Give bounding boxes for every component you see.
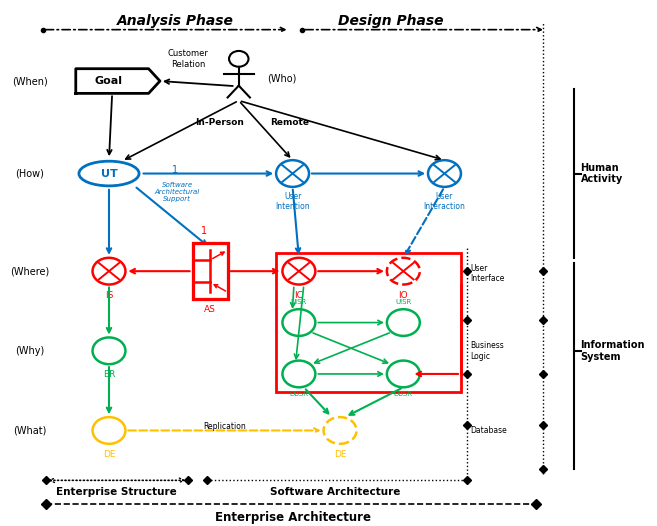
Text: UT: UT — [101, 168, 118, 178]
Circle shape — [93, 258, 125, 285]
Text: UISR: UISR — [396, 299, 411, 305]
Circle shape — [93, 417, 125, 444]
Text: Analysis Phase: Analysis Phase — [117, 14, 234, 28]
Text: Database: Database — [470, 426, 507, 435]
Text: BR: BR — [102, 370, 115, 379]
Circle shape — [93, 338, 125, 364]
Text: (Why): (Why) — [15, 346, 45, 356]
Text: User
Interaction: User Interaction — [424, 192, 465, 211]
Text: Goal: Goal — [95, 76, 123, 86]
Circle shape — [428, 160, 461, 187]
Text: Replication: Replication — [203, 422, 246, 431]
Ellipse shape — [79, 161, 139, 186]
Text: DBSR: DBSR — [289, 391, 308, 398]
Text: Design Phase: Design Phase — [338, 14, 443, 28]
Text: Software Architecture: Software Architecture — [271, 487, 401, 497]
Text: Business
Logic: Business Logic — [470, 341, 504, 360]
Polygon shape — [76, 69, 160, 94]
Text: Human
Activity: Human Activity — [581, 163, 623, 184]
Circle shape — [283, 361, 315, 387]
Circle shape — [324, 417, 357, 444]
Text: (What): (What) — [13, 426, 47, 436]
Circle shape — [276, 160, 309, 187]
Text: Enterprise Structure: Enterprise Structure — [57, 487, 177, 497]
Circle shape — [387, 361, 420, 387]
Text: In-Person: In-Person — [195, 118, 244, 127]
Text: User
Intention: User Intention — [275, 192, 310, 211]
Text: DE: DE — [102, 450, 115, 459]
Text: IS: IS — [105, 291, 113, 300]
Text: (How): (How) — [15, 168, 44, 178]
Text: (Where): (Where) — [11, 266, 49, 276]
Text: UISR: UISR — [291, 299, 307, 305]
Text: DBSR: DBSR — [394, 391, 413, 398]
Text: Remote: Remote — [270, 118, 309, 127]
Text: IO: IO — [399, 291, 408, 300]
Circle shape — [283, 309, 315, 336]
Text: 1: 1 — [201, 226, 207, 236]
Circle shape — [387, 258, 420, 285]
Circle shape — [283, 258, 315, 285]
Text: Enterprise Architecture: Enterprise Architecture — [215, 511, 371, 523]
Text: Information
System: Information System — [581, 340, 645, 361]
Text: AS: AS — [204, 305, 216, 313]
Text: Customer
Relation: Customer Relation — [168, 49, 208, 68]
Text: User
Interface: User Interface — [470, 264, 505, 284]
Text: DE: DE — [334, 450, 346, 459]
Text: IC: IC — [294, 291, 304, 300]
Text: (Who): (Who) — [267, 74, 296, 84]
Text: (When): (When) — [12, 76, 48, 86]
Text: 1: 1 — [172, 165, 179, 175]
FancyBboxPatch shape — [193, 243, 228, 299]
Circle shape — [387, 309, 420, 336]
Text: Software
Architectural
Support: Software Architectural Support — [155, 183, 200, 203]
